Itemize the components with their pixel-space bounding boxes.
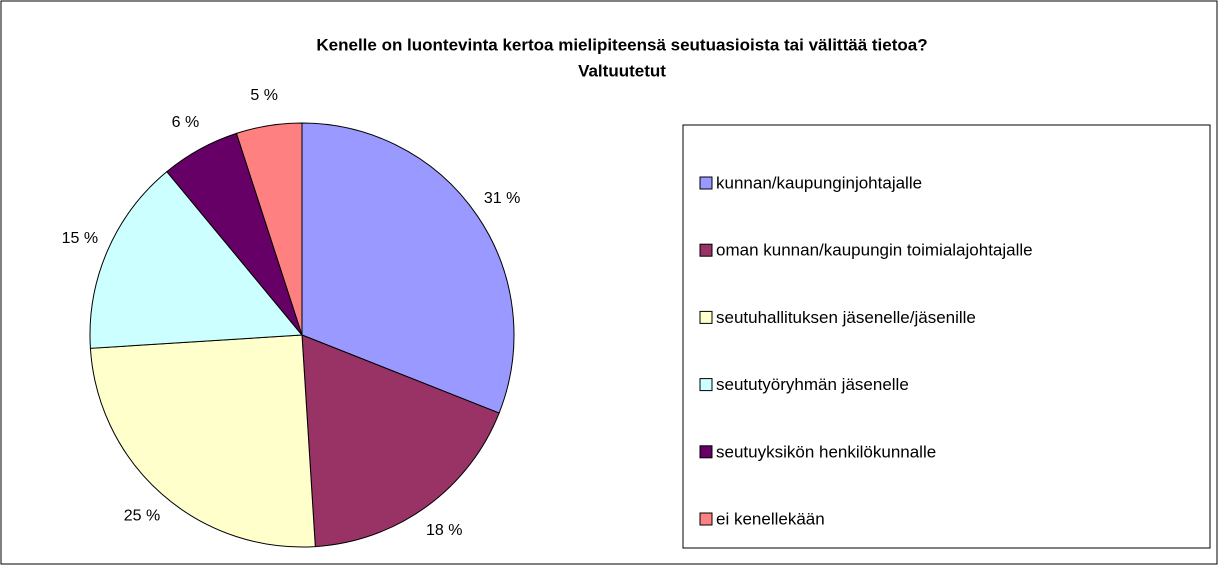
legend-swatch: [699, 378, 713, 392]
legend-swatch: [699, 445, 713, 459]
data-label: 6 %: [172, 114, 200, 131]
pie-slice: [89, 334, 316, 548]
pie-slice: [301, 122, 515, 414]
chart-subtitle: Valtuutetut: [578, 61, 666, 80]
data-label: 18 %: [426, 522, 462, 539]
legend-swatch: [699, 512, 713, 526]
pie-slice: [89, 170, 304, 349]
legend-label: kunnan/kaupunginjohtajalle: [716, 173, 922, 192]
chart-title: Kenelle on luontevinta kertoa mielipitee…: [316, 35, 927, 54]
legend-swatch: [699, 243, 713, 257]
legend-swatch: [699, 310, 713, 324]
data-label: 5 %: [250, 87, 278, 104]
data-label: 31 %: [484, 190, 520, 207]
legend-label: seutuyksikön henkilökunnalle: [716, 442, 936, 461]
legend-label: seututyöryhmän jäsenelle: [716, 375, 909, 394]
pie-slice: [235, 122, 303, 336]
data-label: 25 %: [124, 508, 160, 525]
legend-label: seutuhallituksen jäsenelle/jäsenille: [716, 308, 976, 327]
pie-slice: [301, 334, 500, 548]
legend-swatch: [699, 176, 713, 190]
data-label: 15 %: [62, 230, 98, 247]
legend-box: [682, 124, 1211, 549]
legend-label: oman kunnan/kaupungin toimialajohtajalle: [716, 241, 1033, 260]
legend-label: ei kenellekään: [716, 509, 825, 528]
